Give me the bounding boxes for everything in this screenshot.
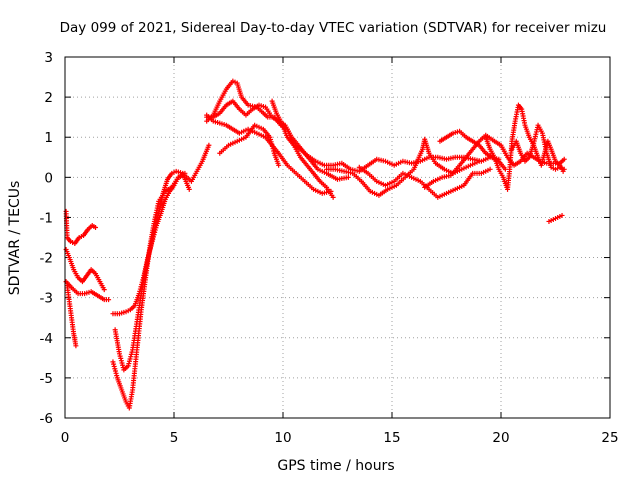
y-tick-label: 3 <box>44 50 53 66</box>
data-point <box>269 143 275 149</box>
data-point <box>345 174 351 180</box>
data-point <box>127 356 133 362</box>
data-point <box>120 362 126 368</box>
x-axis-label: GPS time / hours <box>277 458 394 474</box>
series-track-16 <box>437 128 508 172</box>
y-tick-label: -4 <box>40 331 53 347</box>
data-point <box>93 224 99 230</box>
data-point <box>117 351 122 357</box>
data-point <box>502 166 508 172</box>
series-track-2 <box>63 247 107 293</box>
y-tick-label: -3 <box>40 291 53 307</box>
y-tick-label: 0 <box>44 170 53 186</box>
grid <box>65 57 610 418</box>
chart-title: Day 099 of 2021, Sidereal Day-to-day VTE… <box>60 20 607 36</box>
x-tick-label: 25 <box>601 430 618 446</box>
y-tick-label: 1 <box>44 130 53 146</box>
series-track-11 <box>217 122 282 168</box>
y-tick-label: 2 <box>44 90 53 106</box>
data-point <box>487 166 493 172</box>
y-tick-label: -5 <box>40 371 53 387</box>
data-point <box>114 373 120 379</box>
series-track-18 <box>509 122 567 172</box>
data-point <box>129 349 135 355</box>
data-points <box>63 78 567 411</box>
data-point <box>119 360 125 366</box>
y-tick-label: -6 <box>40 411 53 427</box>
data-point <box>476 158 482 164</box>
data-point <box>111 363 117 369</box>
x-tick-label: 20 <box>492 430 509 446</box>
data-point <box>128 351 134 357</box>
series-track-3 <box>63 279 112 303</box>
data-point <box>559 212 565 218</box>
series-track-19 <box>546 212 565 224</box>
data-point <box>73 343 79 349</box>
x-tick-label: 5 <box>170 430 179 446</box>
data-point <box>155 213 161 219</box>
plot-frame <box>64 56 611 419</box>
y-tick-label: -2 <box>40 251 53 267</box>
series-track-4 <box>64 283 79 349</box>
data-point <box>270 146 276 152</box>
data-point <box>106 297 112 303</box>
data-point <box>113 370 119 376</box>
data-point <box>276 162 282 168</box>
data-point <box>101 287 107 293</box>
data-point <box>118 358 124 364</box>
data-point <box>561 166 567 172</box>
data-point <box>268 139 274 145</box>
x-tick-label: 0 <box>61 430 70 446</box>
series-track-17 <box>483 102 566 192</box>
series-track-7 <box>110 170 188 411</box>
data-point <box>206 142 212 148</box>
data-point <box>561 156 567 162</box>
x-tick-label: 10 <box>274 430 291 446</box>
data-point <box>330 194 336 200</box>
series-track-9 <box>204 98 351 182</box>
series-track-6 <box>112 168 192 373</box>
data-point <box>125 363 131 369</box>
data-point <box>112 366 118 372</box>
data-point <box>117 353 123 359</box>
data-point <box>128 354 134 360</box>
series-track-1 <box>63 208 99 247</box>
data-point <box>186 186 192 192</box>
data-point <box>112 368 118 374</box>
data-point <box>126 358 132 364</box>
data-point <box>110 359 116 365</box>
data-point <box>268 137 274 143</box>
data-point <box>328 188 334 194</box>
data-point <box>271 148 277 154</box>
x-tick-label: 15 <box>383 430 400 446</box>
y-axis-label: SDTVAR / TECUs <box>7 181 23 296</box>
data-point <box>269 141 275 147</box>
y-tick-label: -1 <box>40 210 53 226</box>
data-point <box>118 355 124 361</box>
data-point <box>111 361 117 367</box>
data-point <box>267 134 273 140</box>
data-point <box>182 170 188 176</box>
data-point <box>126 361 132 367</box>
series-track-10 <box>204 112 334 196</box>
series-track-5 <box>110 142 212 317</box>
axis-ticks: 0 5 10 15 20 25 -6 -5 -4 -3 -2 -1 0 1 2 3 <box>40 50 619 446</box>
